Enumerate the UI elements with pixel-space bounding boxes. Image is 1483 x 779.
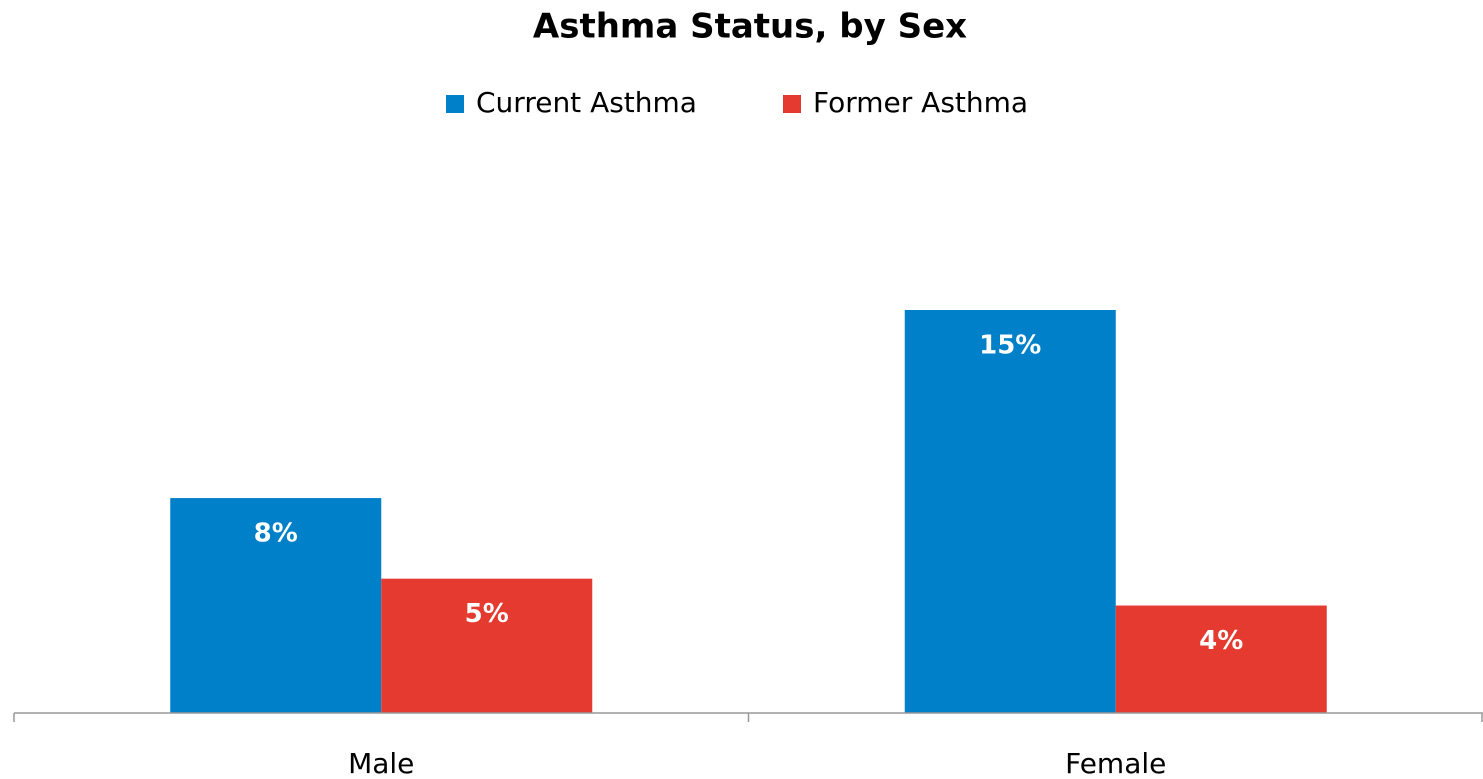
legend-label: Former Asthma	[813, 86, 1028, 119]
data-label: 5%	[465, 599, 509, 629]
bar	[904, 310, 1116, 713]
x-tick-label: Male	[348, 747, 414, 779]
legend-label: Current Asthma	[476, 86, 697, 119]
legend-swatch	[783, 95, 801, 113]
chart-title: Asthma Status, by Sex	[533, 7, 967, 47]
legend-swatch	[446, 95, 464, 113]
bar	[381, 578, 593, 713]
data-label: 15%	[979, 331, 1041, 361]
x-tick-label: Female	[1065, 747, 1166, 779]
bar	[1115, 605, 1327, 713]
data-label: 8%	[254, 519, 298, 549]
data-label: 4%	[1199, 626, 1243, 656]
bar	[170, 498, 382, 713]
